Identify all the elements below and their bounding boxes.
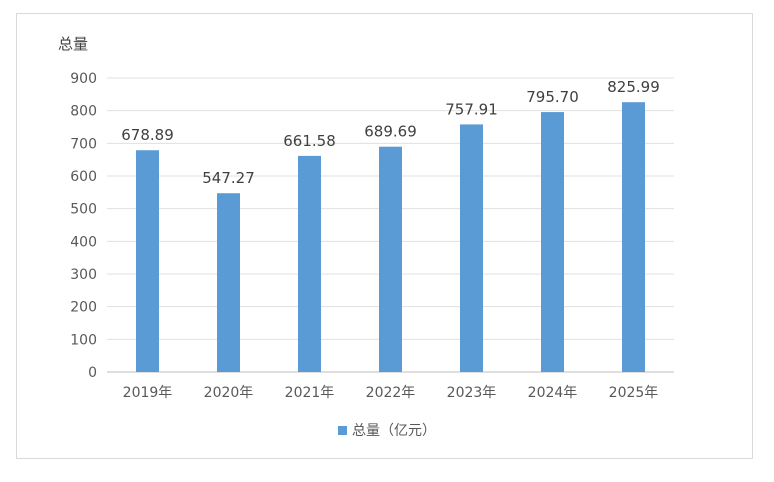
bar — [136, 150, 159, 372]
legend-swatch — [338, 425, 347, 435]
data-label: 678.89 — [121, 126, 174, 144]
bar — [541, 112, 564, 372]
x-tick-label: 2024年 — [528, 385, 578, 401]
x-tick-label: 2023年 — [447, 385, 497, 401]
bar — [622, 102, 645, 372]
y-tick-label: 100 — [70, 332, 97, 348]
y-tick-label: 200 — [70, 300, 97, 316]
bar — [298, 155, 321, 372]
y-tick-label: 800 — [70, 104, 97, 120]
bar — [379, 146, 402, 372]
y-tick-label: 0 — [88, 365, 97, 381]
data-label: 689.69 — [364, 123, 417, 141]
y-tick-label: 500 — [70, 202, 97, 218]
y-tick-label: 700 — [70, 136, 97, 152]
legend-label: 总量（亿元） — [352, 423, 436, 439]
y-tick-label: 400 — [70, 234, 97, 250]
data-label: 547.27 — [202, 169, 255, 187]
data-label: 795.70 — [526, 88, 579, 106]
x-tick-label: 2025年 — [609, 385, 659, 401]
legend: 总量（亿元） — [0, 420, 774, 440]
data-label: 825.99 — [607, 78, 660, 96]
data-label: 661.58 — [283, 132, 336, 150]
bar — [460, 124, 483, 372]
x-tick-label: 2021年 — [285, 385, 335, 401]
data-label: 757.91 — [445, 100, 498, 118]
y-tick-label: 600 — [70, 169, 97, 185]
y-axis-label: 总量 — [58, 35, 89, 53]
y-tick-label: 300 — [70, 267, 97, 283]
x-tick-label: 2022年 — [366, 385, 416, 401]
bar — [217, 193, 240, 372]
x-tick-label: 2019年 — [123, 385, 173, 401]
x-tick-label: 2020年 — [204, 385, 254, 401]
y-tick-label: 900 — [70, 71, 97, 87]
